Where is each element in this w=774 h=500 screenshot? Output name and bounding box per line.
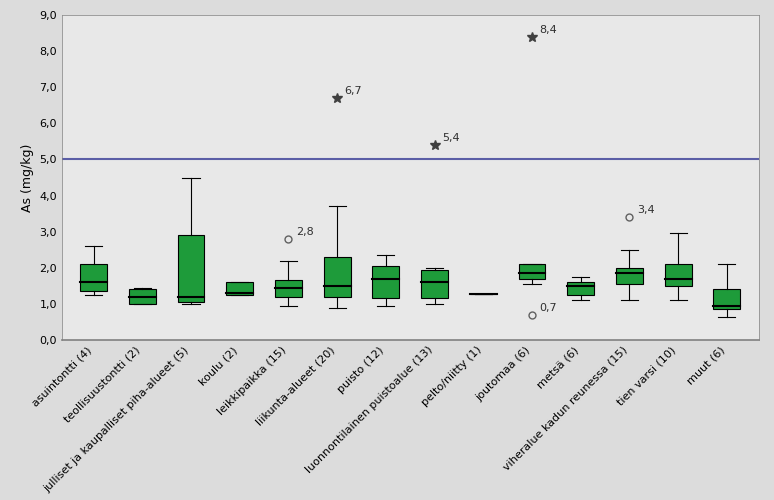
Bar bbox=[275, 280, 302, 296]
Text: 6,7: 6,7 bbox=[344, 86, 362, 96]
Bar bbox=[616, 268, 643, 284]
Text: 5,4: 5,4 bbox=[442, 133, 460, 143]
Text: 3,4: 3,4 bbox=[637, 206, 654, 216]
Bar bbox=[567, 282, 594, 295]
Bar bbox=[372, 266, 399, 298]
Y-axis label: As (mg/kg): As (mg/kg) bbox=[21, 144, 34, 212]
Bar bbox=[714, 290, 740, 310]
Bar bbox=[665, 264, 691, 286]
Bar bbox=[129, 290, 156, 304]
Bar bbox=[80, 264, 107, 291]
Bar bbox=[324, 257, 351, 296]
Text: 2,8: 2,8 bbox=[296, 227, 313, 237]
Bar bbox=[177, 236, 204, 302]
Bar bbox=[519, 264, 546, 278]
Bar bbox=[421, 270, 448, 298]
Text: 0,7: 0,7 bbox=[539, 303, 557, 313]
Text: 8,4: 8,4 bbox=[539, 25, 557, 35]
Bar bbox=[226, 282, 253, 295]
